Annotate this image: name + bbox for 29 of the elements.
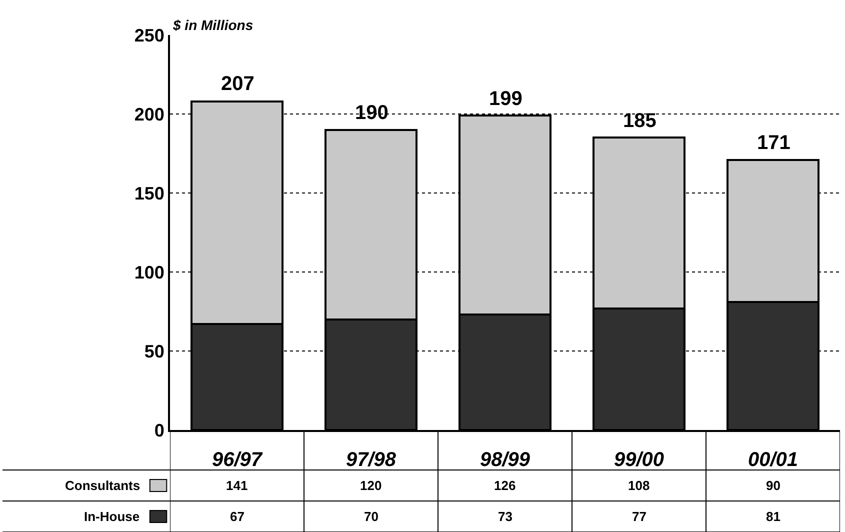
total-label: 185 bbox=[623, 110, 656, 132]
data-label: 126 bbox=[494, 478, 516, 493]
data-label: 81 bbox=[766, 509, 780, 524]
y-tick-label: 50 bbox=[144, 341, 164, 362]
x-tick-label: 96/97 bbox=[212, 449, 263, 471]
data-label: 141 bbox=[226, 478, 248, 493]
y-axis-title: $ in Millions bbox=[172, 17, 254, 33]
data-label: 67 bbox=[230, 509, 244, 524]
legend-label: In-House bbox=[84, 509, 140, 524]
x-tick-label: 99/00 bbox=[614, 449, 664, 471]
y-tick-label: 0 bbox=[154, 420, 164, 440]
total-label: 207 bbox=[221, 73, 254, 95]
total-label: 190 bbox=[355, 102, 388, 124]
x-tick-label: 98/99 bbox=[480, 449, 531, 471]
y-tick-label: 100 bbox=[134, 262, 164, 282]
data-label: 120 bbox=[360, 478, 382, 493]
x-tick-label: 97/98 bbox=[346, 449, 397, 471]
legend-label: Consultants bbox=[65, 478, 140, 493]
y-tick-label: 200 bbox=[134, 104, 164, 124]
y-tick-label: 150 bbox=[134, 183, 164, 204]
data-label: 73 bbox=[498, 509, 512, 524]
y-tick-label: 250 bbox=[134, 25, 164, 46]
data-label: 70 bbox=[364, 509, 378, 524]
data-label: 108 bbox=[628, 478, 650, 493]
x-tick-label: 00/01 bbox=[748, 449, 798, 471]
total-label: 171 bbox=[757, 132, 790, 154]
data-label: 90 bbox=[766, 478, 780, 493]
data-label: 77 bbox=[632, 509, 646, 524]
total-label: 199 bbox=[489, 88, 522, 110]
